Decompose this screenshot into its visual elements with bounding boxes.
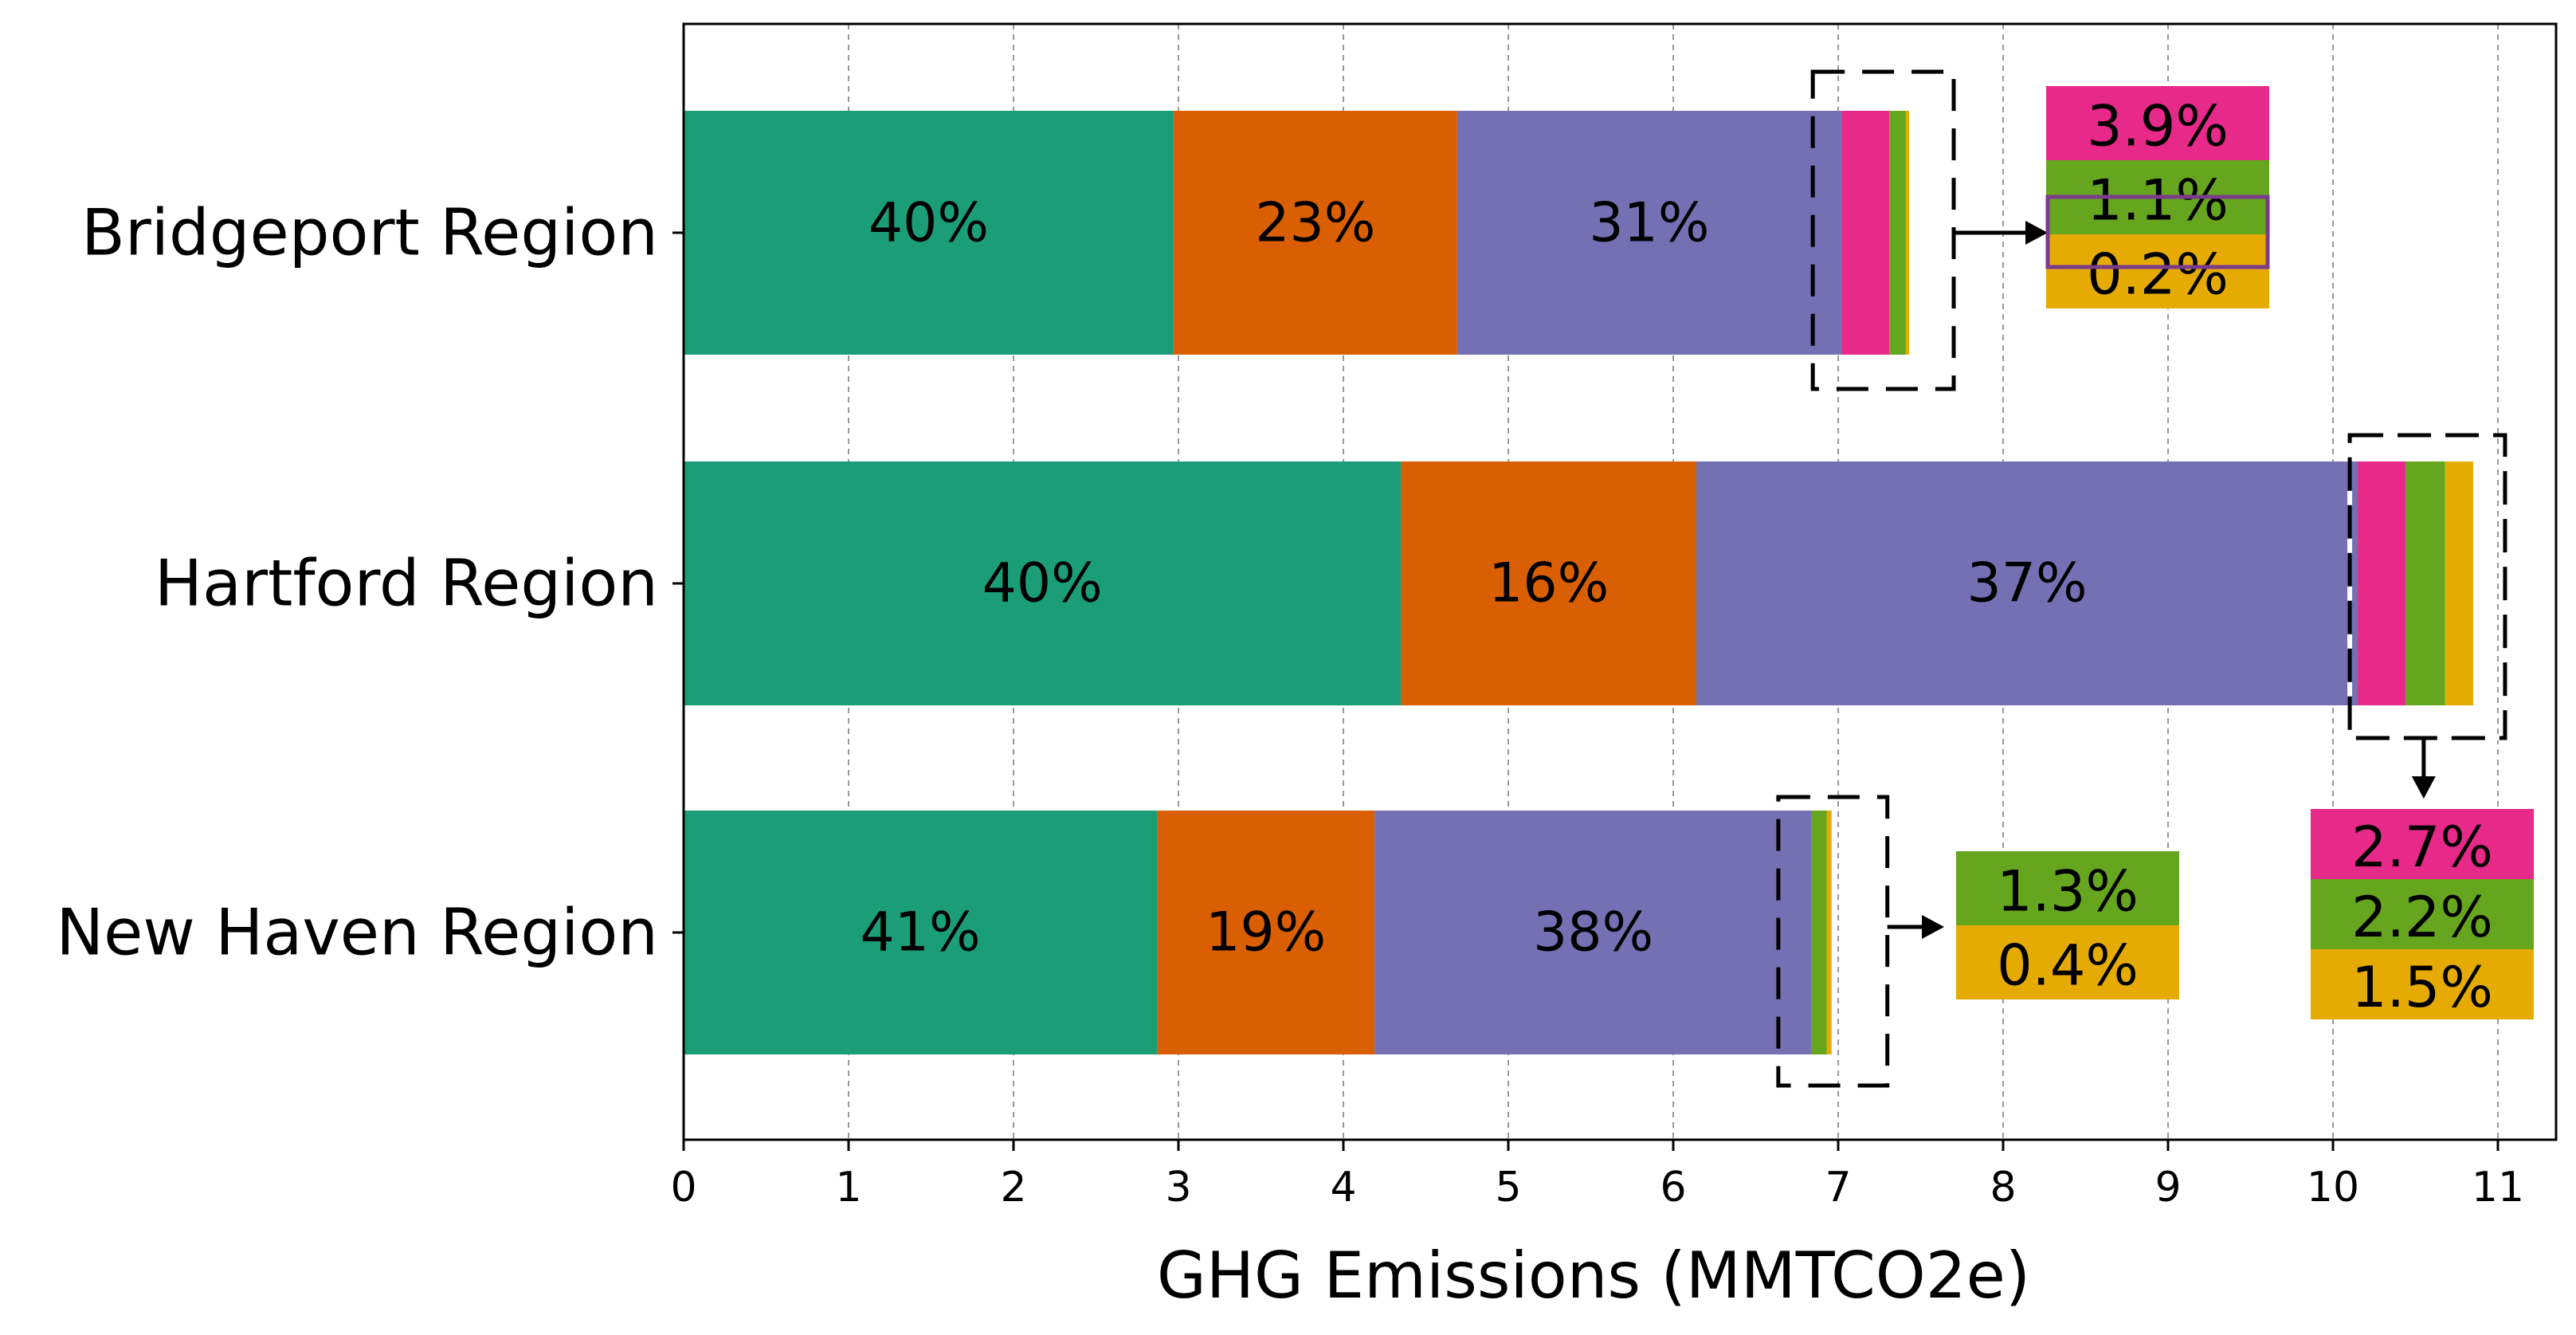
callout-cell bbox=[2311, 809, 2534, 879]
bar-segment bbox=[684, 811, 1158, 1054]
callout-label: 1.3% bbox=[1997, 859, 2139, 925]
segment-label: 40% bbox=[868, 192, 989, 255]
bar-segment bbox=[1811, 811, 1827, 1054]
bar-segment bbox=[1457, 111, 1842, 355]
callout-label: 1.5% bbox=[2351, 955, 2493, 1020]
bar-segment bbox=[1374, 811, 1812, 1054]
segment-label: 16% bbox=[1488, 552, 1609, 615]
callout-label: 2.2% bbox=[2351, 885, 2493, 950]
segment-label: 31% bbox=[1589, 192, 1709, 255]
segment-label: 37% bbox=[1966, 552, 2087, 615]
segment-label: 19% bbox=[1206, 901, 1326, 964]
x-tick-label: 1 bbox=[835, 1164, 861, 1211]
bar-segment bbox=[1889, 111, 1906, 355]
callout-cell bbox=[2046, 86, 2269, 160]
segment-label: 40% bbox=[982, 552, 1103, 615]
plot-frame bbox=[682, 22, 2558, 1141]
bar-segment bbox=[1841, 111, 1890, 355]
callout-label: 0.2% bbox=[2087, 242, 2229, 308]
x-tick-label: 6 bbox=[1660, 1164, 1686, 1211]
x-tick-label: 5 bbox=[1495, 1164, 1521, 1211]
x-tick-label: 7 bbox=[1825, 1164, 1851, 1211]
callout-cell bbox=[2311, 879, 2534, 949]
bar-segment bbox=[1826, 811, 1832, 1054]
segment-label: 23% bbox=[1255, 192, 1375, 255]
x-tick-label: 9 bbox=[2155, 1164, 2181, 1211]
callout-label: 0.4% bbox=[1997, 933, 2139, 999]
callout-cell bbox=[1956, 851, 2179, 925]
bar-segment bbox=[1905, 111, 1910, 355]
x-tick-label: 10 bbox=[2307, 1164, 2359, 1211]
zoom-box bbox=[1776, 795, 1890, 1088]
callout-cell bbox=[2311, 949, 2534, 1019]
bar-segment bbox=[1401, 461, 1696, 705]
callout-label: 1.1% bbox=[2087, 168, 2229, 234]
zoom-box bbox=[1810, 69, 1956, 391]
bar-segment bbox=[2445, 461, 2473, 705]
category-label: Hartford Region bbox=[155, 547, 658, 621]
bar-segment bbox=[2358, 461, 2406, 705]
bar-segment bbox=[2405, 461, 2445, 705]
arrow-head bbox=[2411, 776, 2436, 799]
callout-highlight bbox=[2045, 194, 2270, 269]
x-axis-title: GHG Emissions (MMTCO2e) bbox=[1157, 1239, 2030, 1313]
callout-label: 2.7% bbox=[2351, 815, 2493, 880]
arrow-head bbox=[1922, 915, 1944, 939]
callout-cell bbox=[2046, 234, 2269, 308]
x-tick-label: 3 bbox=[1165, 1164, 1191, 1211]
bar-segment bbox=[684, 111, 1174, 355]
category-label: Bridgeport Region bbox=[81, 196, 658, 270]
arrow-head bbox=[2025, 221, 2048, 245]
segment-label: 38% bbox=[1533, 901, 1653, 964]
bar-segment bbox=[1696, 461, 2358, 705]
x-tick-label: 0 bbox=[670, 1164, 696, 1211]
callout-cell bbox=[1956, 925, 2179, 999]
x-tick-label: 2 bbox=[1000, 1164, 1026, 1211]
x-tick-label: 11 bbox=[2472, 1164, 2524, 1211]
bar-segment bbox=[1157, 811, 1375, 1054]
x-tick-label: 4 bbox=[1330, 1164, 1356, 1211]
bar-segment bbox=[684, 461, 1402, 705]
callout-label: 3.9% bbox=[2087, 94, 2229, 159]
zoom-box-gaps bbox=[2347, 433, 2507, 740]
segment-label: 41% bbox=[860, 901, 980, 964]
x-tick-label: 8 bbox=[1990, 1164, 2016, 1211]
bar-segment bbox=[1173, 111, 1457, 355]
category-label: New Haven Region bbox=[56, 896, 658, 970]
